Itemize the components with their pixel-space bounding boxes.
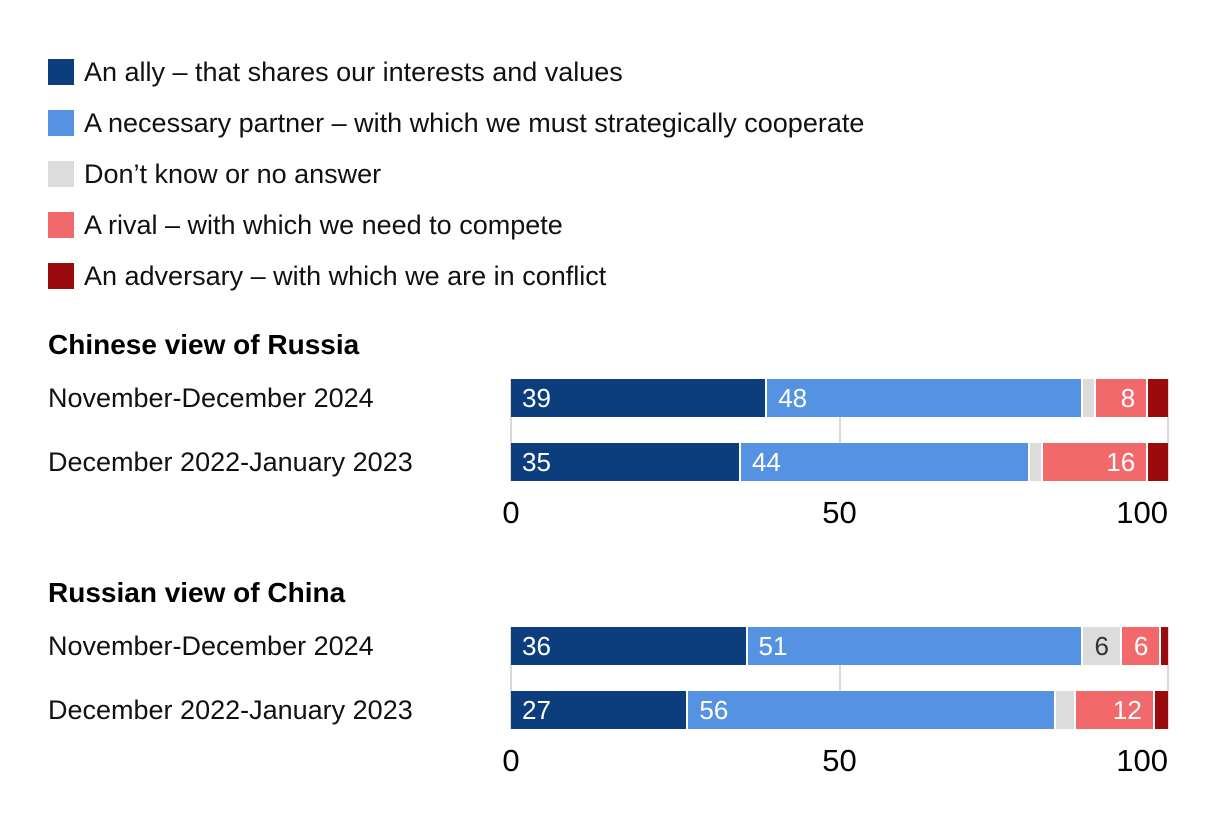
segment-value: 6: [1094, 631, 1109, 661]
segment-adversary: [1148, 443, 1168, 481]
segment-dont_know: [1082, 379, 1096, 417]
legend-item-label: A necessary partner – with which we must…: [84, 108, 865, 138]
partner-swatch: [48, 110, 74, 136]
adversary-swatch: [48, 263, 74, 289]
dont-know-swatch: [48, 161, 74, 187]
x-axis: 0 50 100: [502, 743, 1168, 779]
legend-item-adversary: An adversary – with which we are in conf…: [48, 261, 864, 291]
segment-dont_know: [1056, 691, 1076, 729]
plot-area: 36 51 6 6 27 56 12 0 50 100: [502, 627, 1169, 787]
axis-tick-50: 50: [822, 743, 857, 778]
legend-item-ally: An ally – that shares our interests and …: [48, 57, 864, 87]
segment-ally: 36: [511, 627, 748, 665]
legend-item-label: Don’t know or no answer: [84, 159, 382, 189]
legend-item-rival: A rival – with which we need to compete: [48, 210, 864, 240]
segment-value: 12: [1112, 695, 1142, 725]
segment-value: 51: [758, 631, 788, 661]
segment-adversary: [1161, 627, 1168, 665]
legend: An ally – that shares our interests and …: [48, 57, 865, 291]
row-label: December 2022-January 2023: [48, 695, 413, 725]
legend-item-label: A rival – with which we need to compete: [84, 210, 563, 240]
row-label: December 2022-January 2023: [48, 447, 413, 477]
segment-value: 48: [778, 383, 808, 413]
segment-rival: 12: [1075, 691, 1155, 729]
segment-ally: 35: [511, 443, 741, 481]
ally-swatch: [48, 59, 74, 85]
axis-tick-0: 0: [502, 495, 520, 530]
segment-value: 27: [522, 695, 551, 725]
segment-partner: 44: [740, 443, 1031, 481]
axis-tick-100: 100: [1116, 743, 1168, 778]
gridline-100: [1167, 627, 1169, 729]
segment-adversary: [1148, 379, 1168, 417]
legend-item-partner: A necessary partner – with which we must…: [48, 108, 865, 138]
segment-value: 44: [751, 447, 781, 477]
bar-row: 35 44 16: [511, 443, 1168, 481]
bar-row: 39 48 8: [511, 379, 1168, 417]
axis-tick-50: 50: [822, 495, 857, 530]
segment-value: 16: [1106, 447, 1136, 477]
segment-rival: 6: [1121, 627, 1162, 665]
plot-area: 39 48 8 35 44 16 0 50 100: [502, 379, 1169, 539]
segment-adversary: [1154, 691, 1168, 729]
row-label: November-December 2024: [48, 383, 374, 413]
chart-title: Chinese view of Russia: [48, 329, 360, 360]
segment-ally: 27: [511, 691, 689, 729]
gridline-0: [510, 627, 512, 729]
rival-swatch: [48, 212, 74, 238]
segment-ally: 39: [511, 379, 768, 417]
segment-value: 39: [522, 383, 551, 413]
segment-value: 56: [699, 695, 729, 725]
segment-rival: 8: [1095, 379, 1149, 417]
gridline-50: [838, 379, 841, 481]
chart-title: Russian view of China: [48, 577, 346, 608]
axis-tick-100: 100: [1116, 495, 1168, 530]
gridline-50: [838, 627, 841, 729]
x-axis: 0 50 100: [502, 495, 1168, 531]
segment-partner: 56: [688, 691, 1057, 729]
gridline-0: [510, 379, 512, 481]
segment-value: 36: [522, 631, 551, 661]
gridline-100: [1167, 379, 1169, 481]
segment-value: 8: [1120, 383, 1136, 413]
chart-chinese-view-of-russia: Chinese view of Russia November-December…: [0, 329, 1220, 539]
legend-item-label: An ally – that shares our interests and …: [84, 57, 623, 87]
segment-value: 6: [1133, 631, 1149, 661]
segment-dont_know: 6: [1082, 627, 1122, 665]
segment-partner: 51: [747, 627, 1083, 665]
segment-dont_know: [1030, 443, 1044, 481]
segment-partner: 48: [767, 379, 1083, 417]
bar-row: 36 51 6 6: [511, 627, 1168, 665]
legend-item-dont_know: Don’t know or no answer: [48, 159, 864, 189]
bar-row: 27 56 12: [511, 691, 1168, 729]
axis-tick-0: 0: [502, 743, 520, 778]
segment-value: 35: [522, 447, 551, 477]
chart-russian-view-of-china: Russian view of China November-December …: [0, 577, 1220, 787]
legend-item-label: An adversary – with which we are in conf…: [84, 261, 607, 291]
segment-rival: 16: [1043, 443, 1149, 481]
row-label: November-December 2024: [48, 631, 374, 661]
